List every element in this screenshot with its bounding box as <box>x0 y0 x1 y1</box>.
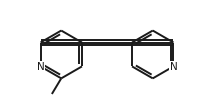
Text: N: N <box>37 62 45 72</box>
Text: N: N <box>169 62 177 72</box>
